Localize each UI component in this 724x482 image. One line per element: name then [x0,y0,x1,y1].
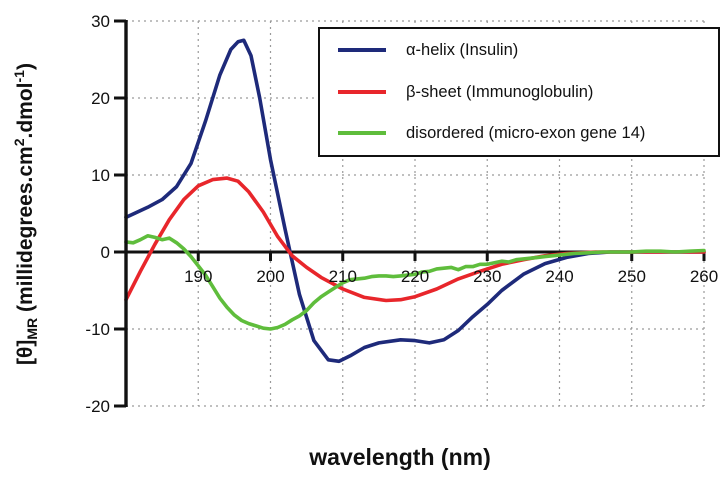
x-axis-title: wavelength (nm) [309,444,491,470]
series-lines [124,38,706,364]
legend: α-helix (Insulin) β-sheet (Immunoglobuli… [318,27,720,157]
y-title-subscript: MR [24,318,40,340]
x-tick-label-240: 240 [545,267,573,286]
x-tick-label-200: 200 [256,267,284,286]
y-title-main: (millidegrees.cm [14,146,37,318]
series-line-0 [124,38,706,364]
x-tick-label-210: 210 [329,267,357,286]
axes [114,19,128,408]
y-tick-label-0: 0 [101,243,110,262]
y-title-end: ) [14,63,37,70]
legend-label-beta-sheet: β-sheet (Immunoglobulin) [406,82,594,101]
legend-item-beta-sheet: β-sheet (Immunoglobulin) [338,77,593,107]
y-tick-label--10: -10 [85,320,110,339]
legend-swatch-beta-sheet [338,90,386,94]
legend-label-disordered: disordered (micro-exon gene 14) [406,123,646,142]
y-title-sup1: 2 [11,138,27,146]
legend-swatch-disordered [338,131,386,135]
y-axis-title: [θ]MR (millidegrees.cm2.dmol-1) [11,63,40,365]
legend-item-alpha-helix: α-helix (Insulin) [338,35,518,65]
y-title-prefix: [θ] [14,340,37,365]
svg-text:[θ]MR (millidegrees.cm2.dmol-1: [θ]MR (millidegrees.cm2.dmol-1) [11,63,40,365]
y-tick-label-30: 30 [91,12,110,31]
x-tick-label-220: 220 [401,267,429,286]
legend-swatch-alpha-helix [338,48,386,52]
x-tick-label-230: 230 [473,267,501,286]
x-tick-label-190: 190 [184,267,212,286]
legend-label-alpha-helix: α-helix (Insulin) [406,40,519,59]
y-title-mid: .dmol [14,82,37,138]
y-title-sup2: -1 [11,70,27,83]
y-tick-label-20: 20 [91,89,110,108]
y-tick-label-10: 10 [91,166,110,185]
x-tick-label-260: 260 [690,267,718,286]
tick-labels: -20 -10 0 10 20 30 190 200 210 220 230 240 250 260 [85,12,718,416]
legend-item-disordered: disordered (micro-exon gene 14) [338,118,645,148]
series-line-2 [124,234,706,331]
x-tick-label-250: 250 [618,267,646,286]
y-tick-label--20: -20 [85,397,110,416]
